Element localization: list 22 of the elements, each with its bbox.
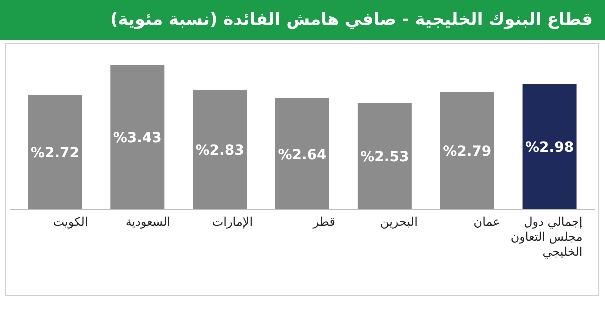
x-tick-label: عمان [472,215,500,230]
bar [522,84,577,210]
data-label: %2.79 [443,144,492,160]
data-label: %3.43 [113,130,162,147]
data-label: %2.53 [360,150,410,166]
bar [28,95,82,210]
bar [193,90,248,210]
x-tick-label: الكويت [52,215,88,230]
x-tick-label: إجمالي دول مجلس التعاون الخليجي [510,215,583,260]
x-tick-label: البحرين [379,215,418,230]
data-label: %2.98 [525,140,574,156]
bar [110,65,165,210]
bar [440,92,494,210]
bar [276,98,330,210]
x-tick-label: قطر [312,215,336,230]
data-label: %2.72 [30,146,80,162]
bar [358,103,412,210]
x-tick-label: الإمارات [211,215,254,230]
chart-title: قطاع البنوك الخليجية - صافي هامش الفائدة (نسبة مئوية) [0,0,605,40]
data-label: %2.64 [278,147,328,164]
data-label: %2.83 [196,143,244,160]
x-tick-label: السعودية [124,215,171,230]
